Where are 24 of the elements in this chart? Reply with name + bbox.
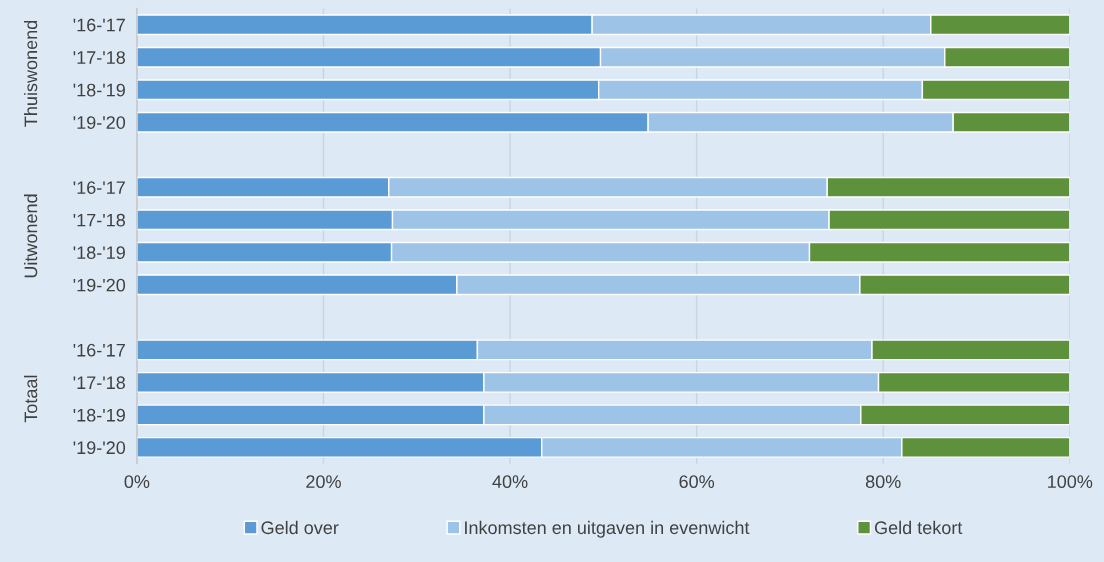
text: Uitwonend (24, 194, 38, 278)
legend-label: Geld tekort (874, 520, 963, 535)
legend-label: Geld over (261, 520, 339, 535)
y-tick-label: '19-'20 (73, 441, 126, 455)
y-tick-label: '19-'20 (73, 116, 126, 129)
y-tick-label: '16-'17 (73, 18, 125, 32)
y-tick-label: '17-'18 (73, 51, 125, 64)
y-tick-label: '16-'17 (73, 181, 125, 194)
x-tick-label: 100% (1048, 475, 1093, 489)
x-tick-label: 40% (492, 475, 528, 489)
y-tick-label: '19-'20 (73, 278, 126, 292)
x-tick-label: 80% (865, 475, 901, 489)
y-tick-label: '16-'17 (73, 343, 125, 357)
x-tick-label: 0% (124, 475, 150, 489)
y-tick-label: '17-'18 (73, 213, 125, 227)
y-tick-label: '18-'19 (73, 408, 125, 422)
y-tick-label: '18-'19 (73, 83, 125, 97)
text: Totaal (24, 375, 38, 423)
x-tick-label: 20% (306, 475, 341, 489)
text: Thuiswonend (24, 20, 38, 127)
legend-label: Inkomsten en uitgaven in evenwicht (465, 520, 750, 538)
y-tick-label: '17-'18 (73, 376, 125, 390)
x-tick-label: 60% (679, 475, 715, 489)
y-tick-label: '18-'19 (73, 246, 125, 260)
